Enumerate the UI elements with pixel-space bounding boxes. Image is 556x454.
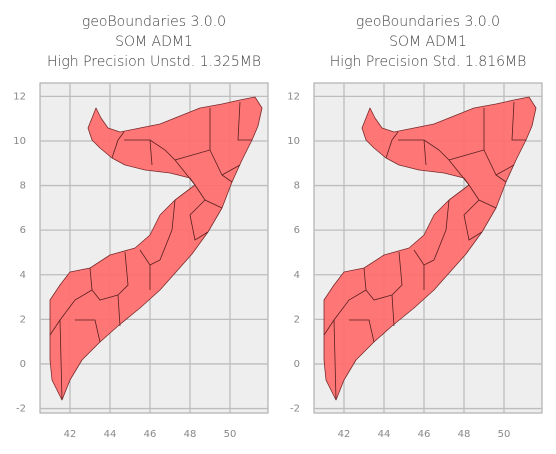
- x-tick-label: 48: [458, 429, 471, 440]
- x-tick-label: 42: [338, 429, 351, 440]
- y-tick-label: 2: [294, 314, 300, 325]
- y-tick-label: 8: [20, 181, 26, 192]
- y-tick-label: 4: [20, 270, 26, 281]
- x-tick-label: 48: [184, 429, 197, 440]
- x-tick-label: 50: [224, 429, 237, 440]
- y-tick-label: 8: [294, 181, 300, 192]
- y-tick-label: 2: [20, 314, 26, 325]
- x-tick-label: 50: [498, 429, 511, 440]
- chart-title: High Precision Unstd. 1.325MB: [47, 54, 261, 70]
- y-tick-label: 6: [294, 225, 300, 236]
- y-tick-label: 4: [294, 270, 300, 281]
- panel: geoBoundaries 3.0.0 SOM ADM1 High Precisio…: [287, 14, 543, 440]
- x-tick-label: 44: [104, 429, 117, 440]
- x-tick-label: 46: [418, 429, 431, 440]
- y-tick-label: -2: [16, 404, 26, 415]
- x-tick-label: 44: [378, 429, 391, 440]
- labels: geoBoundaries 3.0.0 SOM ADM1 High Precisio…: [13, 14, 261, 440]
- y-tick-label: 0: [294, 359, 300, 370]
- chart-title: High Precision Std. 1.816MB: [330, 54, 527, 70]
- y-tick-label: -2: [290, 404, 300, 415]
- x-tick-label: 46: [144, 429, 157, 440]
- labels: geoBoundaries 3.0.0 SOM ADM1 High Precisio…: [287, 14, 526, 440]
- panel: geoBoundaries 3.0.0 SOM ADM1 High Precisio…: [13, 14, 269, 440]
- y-tick-label: 0: [20, 359, 26, 370]
- chart-title: geoBoundaries 3.0.0: [82, 14, 226, 30]
- y-tick-label: 6: [20, 225, 26, 236]
- y-tick-label: 10: [13, 136, 26, 147]
- y-tick-label: 10: [287, 136, 300, 147]
- chart-title: SOM ADM1: [389, 34, 467, 50]
- y-tick-label: 12: [287, 91, 300, 102]
- y-tick-label: 12: [13, 91, 26, 102]
- chart-title: geoBoundaries 3.0.0: [356, 14, 500, 30]
- x-tick-label: 42: [64, 429, 77, 440]
- chart-title: SOM ADM1: [115, 34, 193, 50]
